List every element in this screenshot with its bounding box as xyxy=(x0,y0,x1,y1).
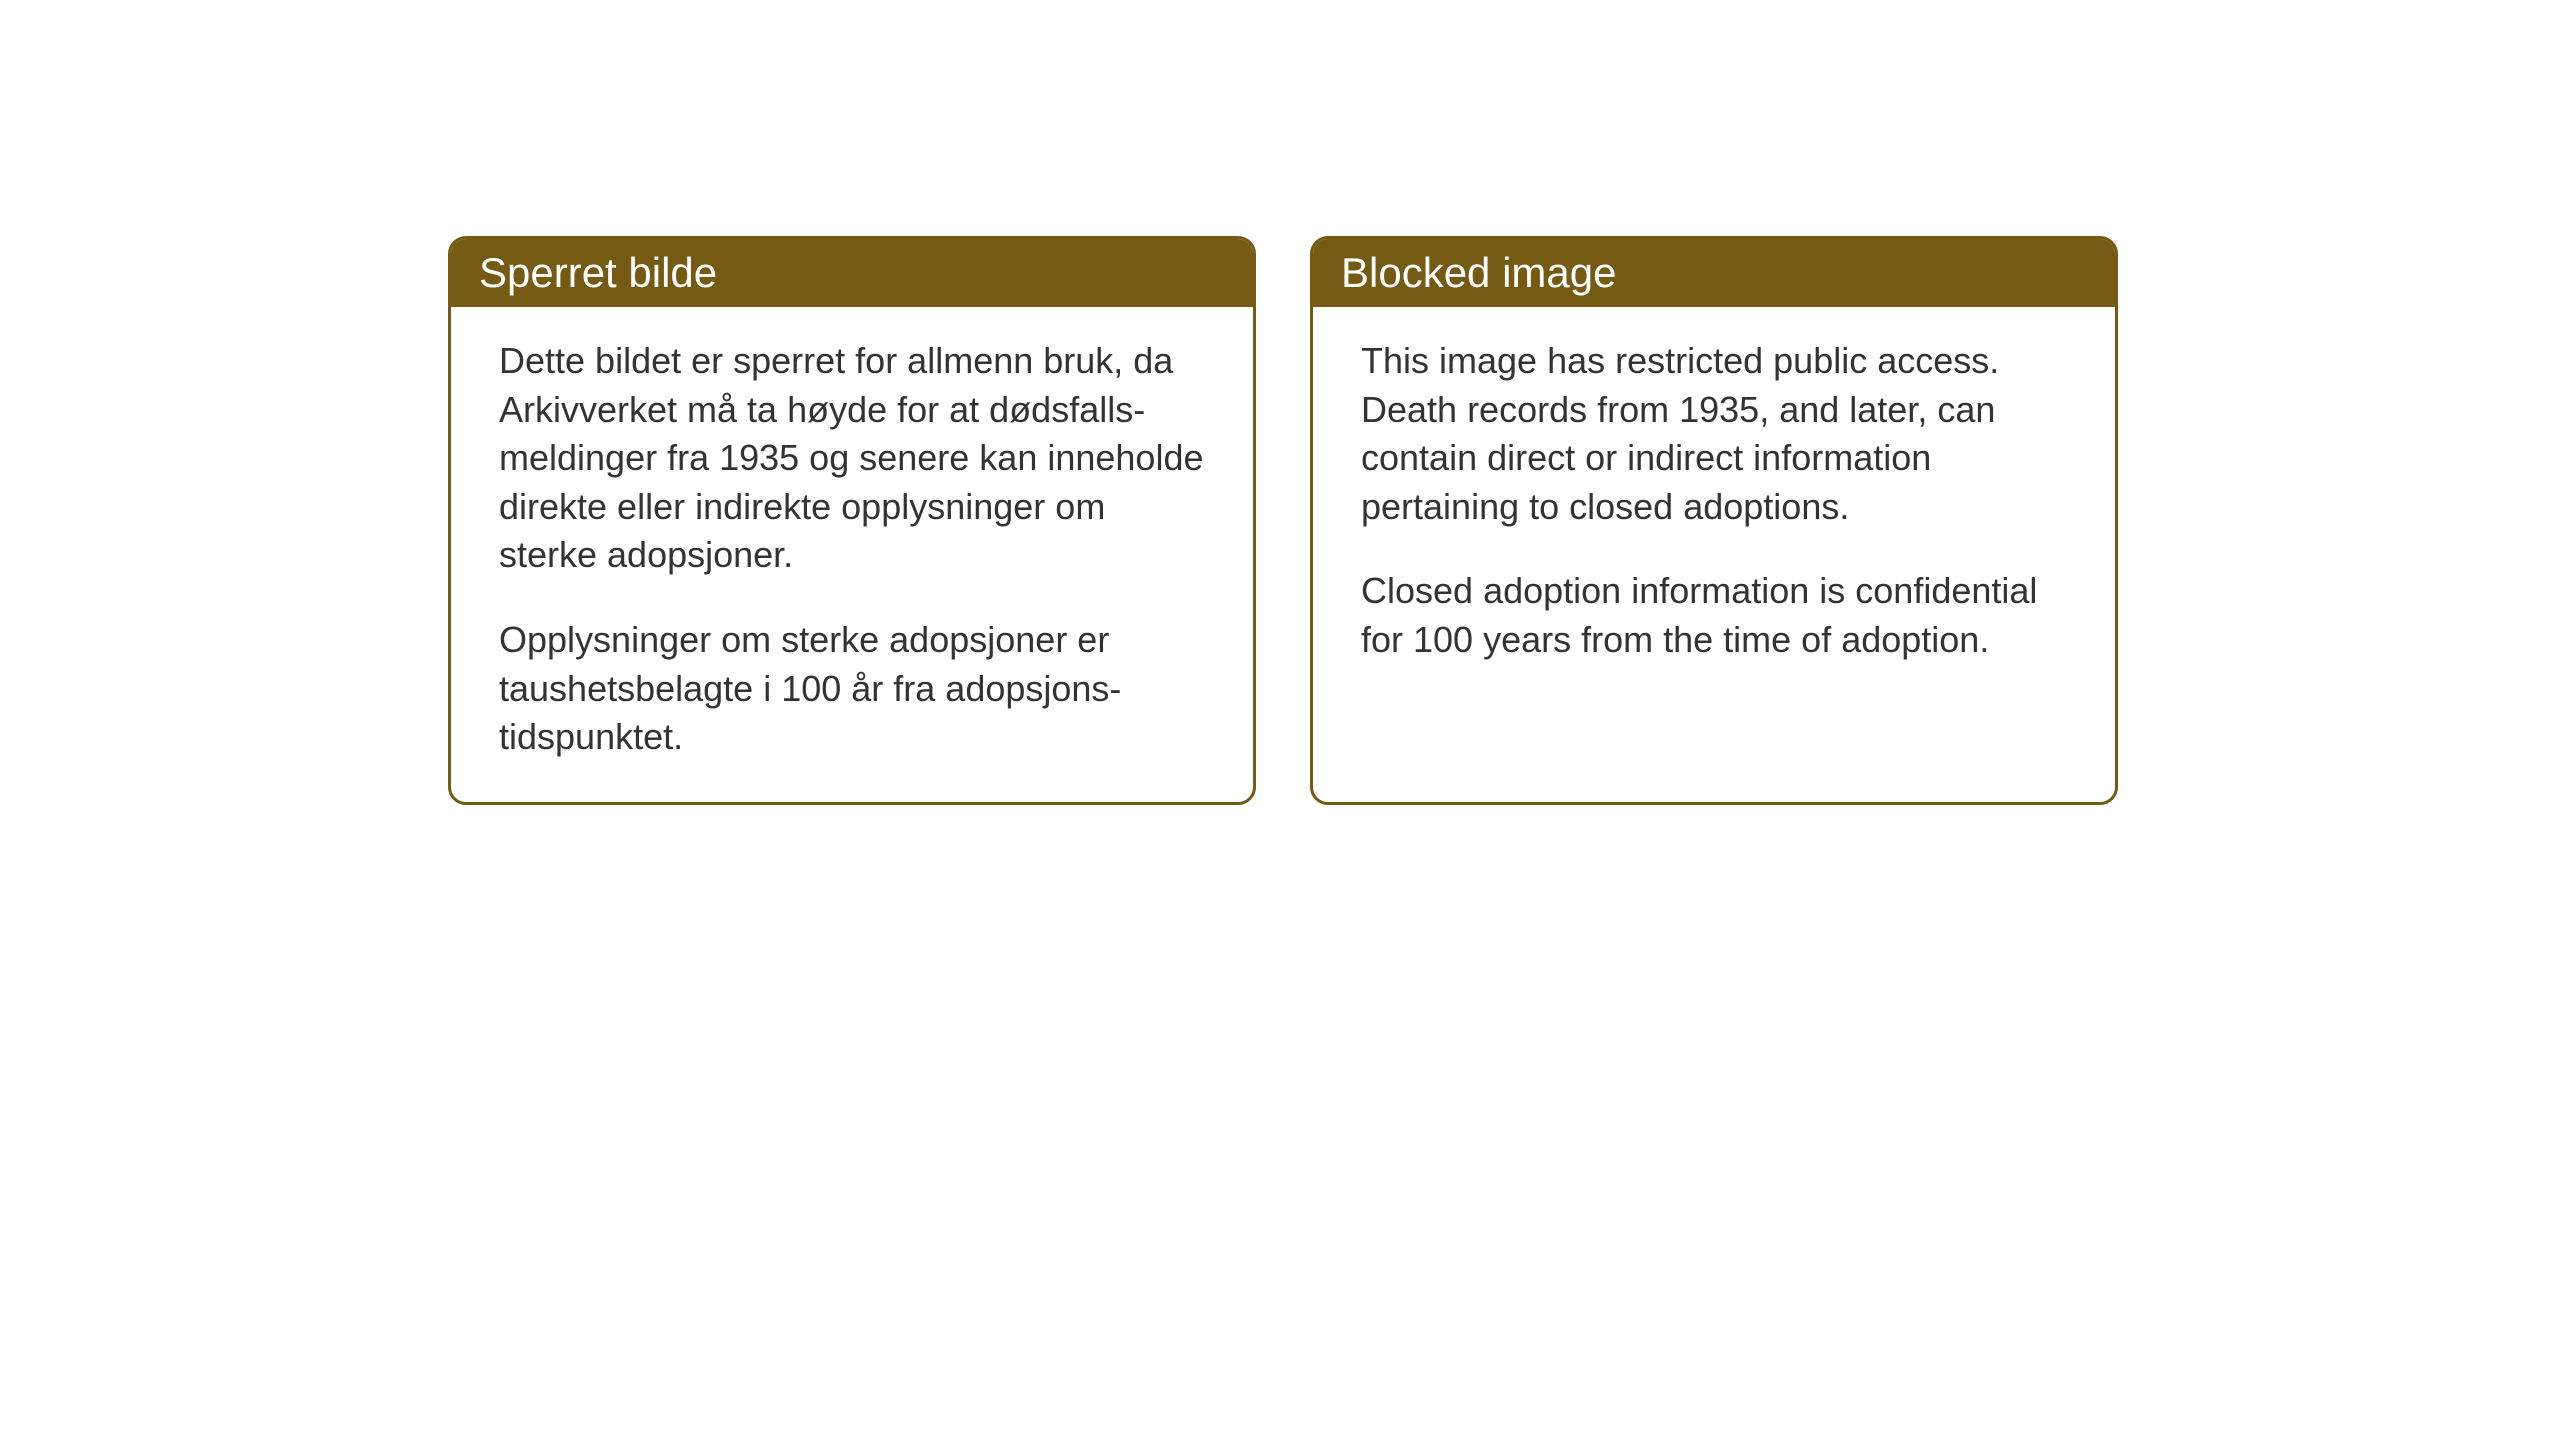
english-paragraph-2: Closed adoption information is confident… xyxy=(1361,567,2067,664)
english-card-body: This image has restricted public access.… xyxy=(1313,307,2115,705)
norwegian-paragraph-2: Opplysninger om sterke adopsjoner er tau… xyxy=(499,616,1205,762)
norwegian-card-header: Sperret bilde xyxy=(451,239,1253,307)
norwegian-card-title: Sperret bilde xyxy=(479,249,717,296)
norwegian-card-body: Dette bildet er sperret for allmenn bruk… xyxy=(451,307,1253,802)
norwegian-card: Sperret bilde Dette bildet er sperret fo… xyxy=(448,236,1256,805)
english-paragraph-1: This image has restricted public access.… xyxy=(1361,337,2067,531)
norwegian-paragraph-1: Dette bildet er sperret for allmenn bruk… xyxy=(499,337,1205,580)
english-card-header: Blocked image xyxy=(1313,239,2115,307)
cards-container: Sperret bilde Dette bildet er sperret fo… xyxy=(448,236,2118,805)
english-card: Blocked image This image has restricted … xyxy=(1310,236,2118,805)
english-card-title: Blocked image xyxy=(1341,249,1616,296)
